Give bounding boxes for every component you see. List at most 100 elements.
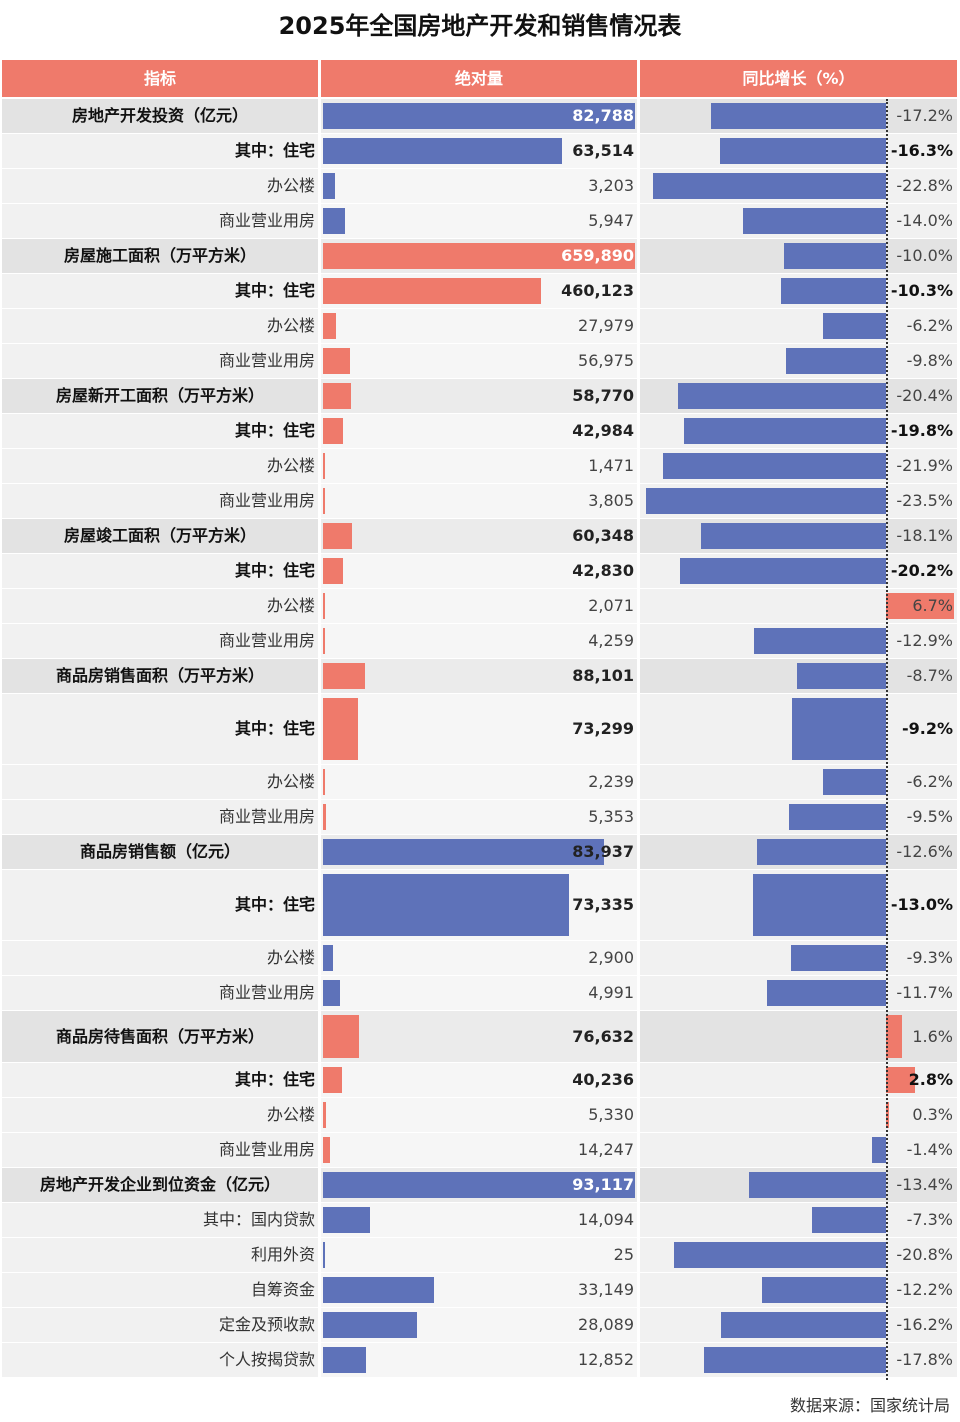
row-label: 个人按揭贷款 xyxy=(218,1350,315,1369)
value-bar xyxy=(323,103,635,129)
row-label: 商品房待售面积（万平方米） xyxy=(55,1027,264,1046)
value-cell: 3,203 xyxy=(321,169,637,203)
row-label: 商品房销售面积（万平方米） xyxy=(55,666,264,685)
value-cell: 63,514 xyxy=(321,134,637,168)
row-label: 商业营业用房 xyxy=(218,1140,315,1159)
value-cell: 25 xyxy=(321,1238,637,1272)
row-label-cell: 商业营业用房 xyxy=(2,204,318,238)
value-cell: 73,335 xyxy=(321,870,637,940)
growth-label: -1.4% xyxy=(906,1140,953,1159)
value-label: 2,900 xyxy=(588,948,634,967)
value-cell: 56,975 xyxy=(321,344,637,378)
value-label: 4,259 xyxy=(588,631,634,650)
growth-label: -20.8% xyxy=(896,1245,953,1264)
row-label-cell: 其中：住宅 xyxy=(2,870,318,940)
growth-cell: -14.0% xyxy=(640,204,957,238)
growth-bar xyxy=(749,1172,886,1198)
value-label: 73,335 xyxy=(572,895,634,914)
value-cell: 4,259 xyxy=(321,624,637,658)
value-label: 88,101 xyxy=(572,666,634,685)
value-cell: 40,236 xyxy=(321,1063,637,1097)
row-label: 其中：住宅 xyxy=(234,561,315,580)
growth-label: -12.9% xyxy=(896,631,953,650)
growth-label: -14.0% xyxy=(896,211,953,230)
row-label-cell: 商业营业用房 xyxy=(2,484,318,518)
value-cell: 5,353 xyxy=(321,800,637,834)
value-label: 42,984 xyxy=(572,421,634,440)
growth-label: -13.4% xyxy=(896,1175,953,1194)
row-label: 办公楼 xyxy=(266,948,315,967)
value-bar xyxy=(323,313,336,339)
row-label: 商业营业用房 xyxy=(218,983,315,1002)
growth-bar xyxy=(674,1242,886,1268)
value-bar xyxy=(323,243,635,269)
growth-cell: -11.7% xyxy=(640,976,957,1010)
growth-cell: -16.2% xyxy=(640,1308,957,1342)
header-growth: 同比增长（%） xyxy=(640,60,957,97)
row-label-cell: 其中：住宅 xyxy=(2,134,318,168)
growth-label: -13.0% xyxy=(890,895,953,914)
growth-bar xyxy=(789,804,886,830)
row-label: 办公楼 xyxy=(266,456,315,475)
value-label: 73,299 xyxy=(572,719,634,738)
growth-bar xyxy=(653,173,886,199)
growth-bar xyxy=(684,418,886,444)
growth-bar xyxy=(663,453,886,479)
growth-cell: -9.5% xyxy=(640,800,957,834)
row-label-cell: 自筹资金 xyxy=(2,1273,318,1307)
growth-label: -11.7% xyxy=(896,983,953,1002)
growth-label: 2.8% xyxy=(908,1070,953,1089)
value-bar xyxy=(323,1242,325,1268)
value-bar xyxy=(323,348,350,374)
value-bar xyxy=(323,945,333,971)
row-label-cell: 办公楼 xyxy=(2,589,318,623)
growth-cell: -10.3% xyxy=(640,274,957,308)
growth-cell: -6.2% xyxy=(640,309,957,343)
value-label: 42,830 xyxy=(572,561,634,580)
value-cell: 5,947 xyxy=(321,204,637,238)
growth-bar xyxy=(886,593,954,619)
row-label-cell: 办公楼 xyxy=(2,449,318,483)
value-cell: 14,094 xyxy=(321,1203,637,1237)
chart-title: 2025年全国房地产开发和销售情况表 xyxy=(278,12,682,40)
value-cell: 42,830 xyxy=(321,554,637,588)
value-label: 5,947 xyxy=(588,211,634,230)
value-label: 56,975 xyxy=(578,351,634,370)
value-label: 1,471 xyxy=(588,456,634,475)
value-bar xyxy=(323,208,345,234)
value-bar xyxy=(323,1207,370,1233)
value-label: 14,247 xyxy=(578,1140,634,1159)
growth-cell: -12.9% xyxy=(640,624,957,658)
growth-cell: -12.6% xyxy=(640,835,957,869)
growth-cell: -9.3% xyxy=(640,941,957,975)
growth-bar xyxy=(784,243,886,269)
row-label-cell: 商业营业用房 xyxy=(2,344,318,378)
row-label: 其中：住宅 xyxy=(234,281,315,300)
row-label-cell: 房地产开发投资（亿元） xyxy=(2,99,318,133)
value-cell: 2,900 xyxy=(321,941,637,975)
growth-label: 6.7% xyxy=(912,596,953,615)
value-bar xyxy=(323,1172,635,1198)
growth-bar xyxy=(646,488,886,514)
row-label: 办公楼 xyxy=(266,596,315,615)
value-bar xyxy=(323,138,562,164)
value-cell: 2,071 xyxy=(321,589,637,623)
growth-cell: -8.7% xyxy=(640,659,957,693)
value-cell: 5,330 xyxy=(321,1098,637,1132)
value-cell: 659,890 xyxy=(321,239,637,273)
growth-label: -20.2% xyxy=(890,561,953,580)
value-cell: 82,788 xyxy=(321,99,637,133)
growth-label: -8.7% xyxy=(906,666,953,685)
value-bar xyxy=(323,1347,366,1373)
growth-zero-line xyxy=(886,99,888,1380)
value-cell: 12,852 xyxy=(321,1343,637,1377)
value-bar xyxy=(323,628,325,654)
row-label-cell: 房地产开发企业到位资金（亿元） xyxy=(2,1168,318,1202)
row-label-cell: 其中：住宅 xyxy=(2,1063,318,1097)
growth-bar xyxy=(767,980,886,1006)
row-label-cell: 商业营业用房 xyxy=(2,800,318,834)
value-bar xyxy=(323,453,325,479)
growth-label: -10.0% xyxy=(896,246,953,265)
growth-bar xyxy=(872,1137,886,1163)
row-label-cell: 办公楼 xyxy=(2,169,318,203)
